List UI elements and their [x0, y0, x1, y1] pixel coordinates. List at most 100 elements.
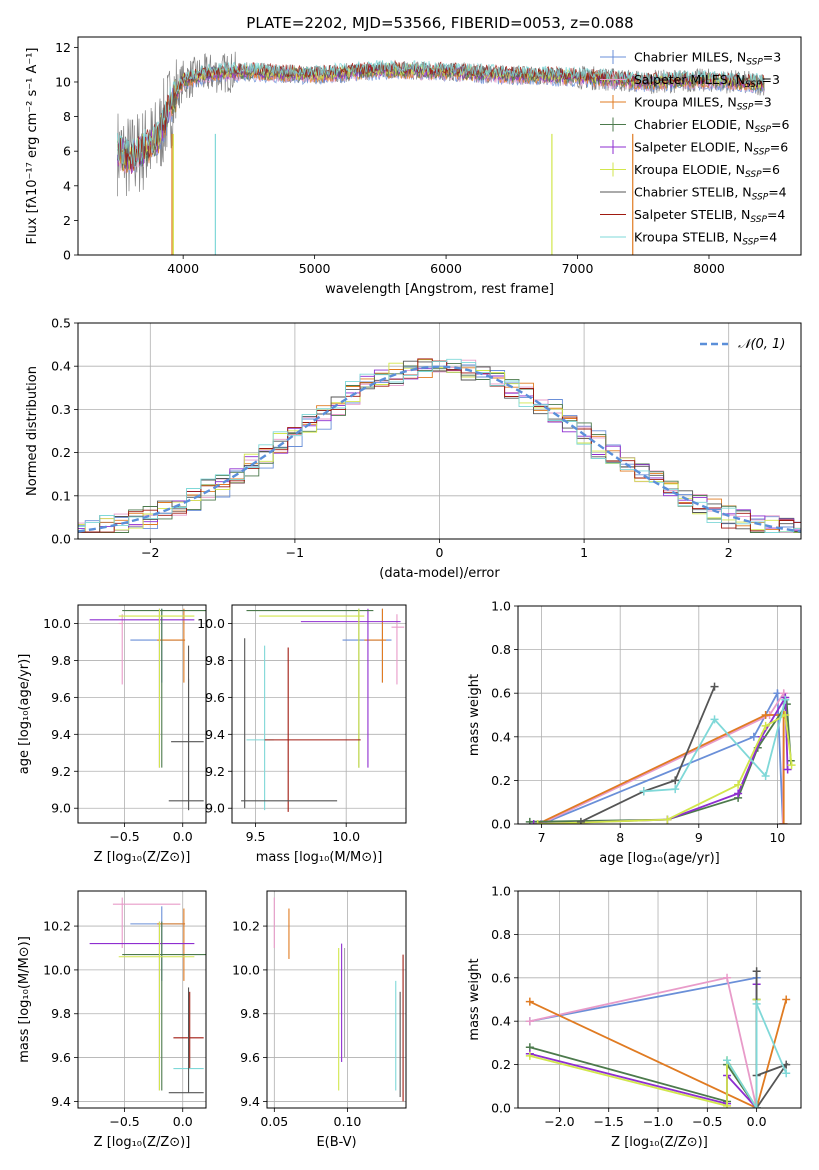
model-spectrum-line: [117, 59, 765, 170]
y-tick-label: 9.6: [51, 690, 71, 705]
mass-weight-marker: [723, 973, 732, 982]
y-tick-label: 0.0: [491, 1101, 511, 1116]
y-tick-label: 9.8: [51, 1006, 71, 1021]
y-axis-label: age [log₁₀(age/yr)]: [17, 654, 32, 775]
mass-weight-marker: [639, 787, 648, 796]
x-axis-label: Z [log₁₀(Z/Z⊙)]: [94, 850, 191, 865]
y-tick-label: 9.4: [51, 1094, 71, 1109]
panel-massweight-vs-age: 7 8 9 10 0.0 0.2 0.4 0.6 0.8 1.0 age [log₁₀(age/yr…: [467, 599, 802, 866]
legend-nssp-value: =3: [763, 50, 781, 65]
legend-nssp-value: =3: [753, 95, 771, 110]
y-tick-label: 9.6: [51, 1050, 71, 1065]
y-axis-label: mass weight: [467, 958, 482, 1040]
legend-nssp-value: =4: [768, 185, 786, 200]
y-tick-label: 0.5: [51, 316, 71, 331]
legend-label: Salpeter MILES, NSSP=3: [634, 72, 780, 90]
panel-age-vs-mass: 9.5 10.0 9.0 9.2 9.4 9.6 9.8 10.0 mass [log₁₀(M/…: [197, 604, 407, 865]
y-tick-label: 0.1: [51, 488, 71, 503]
y-tick-label: 0.8: [491, 642, 511, 657]
mass-weight-marker: [761, 772, 770, 781]
x-tick-label: −2.0: [544, 1114, 574, 1129]
x-axis-label: (data-model)/error: [379, 566, 500, 581]
legend-subscript: SSP: [754, 125, 771, 135]
y-tick-label: 4: [63, 178, 71, 193]
y-axis-label: Flux [fλ10⁻¹⁷ erg cm⁻² s⁻¹ A⁻¹]: [25, 48, 40, 245]
y-tick-label: 0.2: [51, 445, 71, 460]
x-tick-label: −0.5: [109, 1114, 139, 1129]
axes-frame: [77, 890, 207, 1109]
mass-weight-marker: [525, 1017, 534, 1026]
mass-weight-marker: [761, 721, 770, 730]
y-tick-label: 9.2: [51, 764, 71, 779]
y-tick-label: 0.0: [491, 817, 511, 832]
y-tick-label: 9.4: [240, 1094, 260, 1109]
legend-subscript: SSP: [737, 103, 754, 113]
y-axis-label: mass [log₁₀(M/M⊙)]: [17, 936, 32, 1063]
y-tick-label: 0.8: [491, 927, 511, 942]
legend-label: Chabrier MILES, NSSP=3: [634, 50, 781, 68]
x-tick-label: 9.5: [246, 829, 266, 844]
plot-area: [117, 51, 765, 255]
x-tick-label: 0.0: [747, 1114, 767, 1129]
mass-weight-marker: [749, 732, 758, 741]
plot-area: [518, 606, 801, 824]
y-tick-label: 0.0: [51, 532, 71, 547]
mass-weight-marker: [525, 817, 534, 824]
mass-weight-marker: [525, 1051, 534, 1060]
legend-subscript: SSP: [742, 238, 759, 248]
y-tick-label: 0.2: [491, 1057, 511, 1072]
x-tick-label: 7: [538, 830, 546, 845]
mass-weight-line: [529, 999, 788, 1108]
mass-weight-marker: [734, 789, 743, 798]
x-axis-label: E(B-V): [316, 1135, 356, 1150]
panel-mass-vs-Z: −0.5 0.0 9.4 9.6 9.8 10.0 10.2 Z [log₁₀(Z/Z⊙)] m…: [17, 890, 207, 1150]
y-tick-label: 9.6: [205, 690, 225, 705]
mass-weight-marker: [752, 1104, 761, 1108]
mass-weight-marker: [761, 711, 770, 719]
x-tick-label: 0.05: [260, 1114, 288, 1129]
plot-area: [78, 605, 206, 823]
legend-subscript: SSP: [750, 215, 767, 225]
y-tick-label: 8: [63, 109, 71, 124]
mass-weight-marker: [779, 689, 788, 698]
x-tick-label: 0.0: [173, 1114, 193, 1129]
mass-weight-marker: [783, 765, 792, 774]
mass-weight-marker: [576, 817, 585, 824]
y-tick-label: 1.0: [491, 884, 511, 899]
x-tick-label: 2: [725, 545, 733, 560]
y-tick-label: 9.2: [205, 764, 225, 779]
y-tick-label: 10.2: [232, 919, 260, 934]
legend-nssp-value: =6: [762, 162, 780, 177]
x-tick-label: −1.0: [643, 1114, 673, 1129]
legend-nssp-value: =4: [759, 230, 777, 245]
x-axis-label: age [log₁₀(age/yr)]: [599, 851, 720, 866]
mass-weight-marker: [723, 1056, 732, 1065]
y-tick-label: 0.4: [51, 359, 71, 374]
x-tick-label: 10.0: [332, 829, 360, 844]
mass-weight-marker: [781, 711, 790, 719]
legend-label: Salpeter ELODIE, NSSP=6: [634, 140, 788, 158]
model-spectrum-line: [117, 62, 765, 170]
y-tick-label: 0.4: [491, 1014, 511, 1029]
figure-title: PLATE=2202, MJD=53566, FIBERID=0053, z=0…: [246, 14, 633, 32]
legend-label: Chabrier STELIB, NSSP=4: [634, 185, 787, 203]
legend-subscript: SSP: [746, 58, 763, 68]
x-axis-label: mass [log₁₀(M/M⊙)]: [256, 850, 383, 865]
y-tick-label: 9.4: [205, 727, 225, 742]
axes-frame: [77, 604, 207, 824]
mass-weight-marker: [752, 967, 761, 976]
legend-label: Chabrier ELODIE, NSSP=6: [634, 117, 789, 135]
y-tick-label: 9.8: [240, 1006, 260, 1021]
x-tick-label: 4000: [167, 261, 199, 276]
legend-label: Kroupa ELODIE, NSSP=6: [634, 162, 780, 180]
y-tick-label: 9.8: [205, 653, 225, 668]
panel-massweight-vs-Z: −2.0 −1.5 −1.0 −0.5 0.0 0.0 0.2 0.4 0.6 0.8 1.0 Z […: [467, 884, 802, 1150]
y-tick-label: 10.0: [197, 616, 225, 631]
y-tick-label: 0.4: [491, 729, 511, 744]
mass-weight-marker: [525, 997, 534, 1006]
plot-area: [518, 891, 801, 1108]
plot-area: [78, 323, 801, 539]
histogram-steps: [78, 358, 801, 533]
x-axis-label: Z [log₁₀(Z/Z⊙)]: [94, 1135, 191, 1150]
